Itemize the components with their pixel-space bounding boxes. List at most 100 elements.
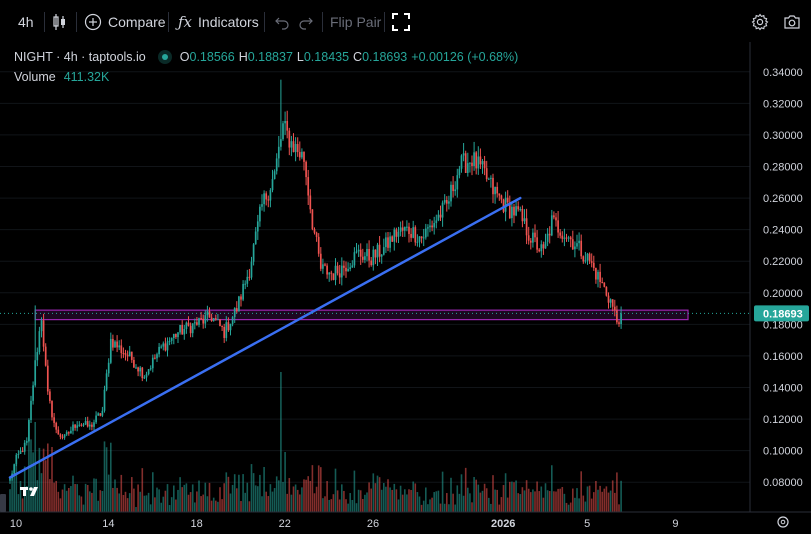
volume-bar (97, 500, 99, 512)
candle-body (487, 178, 490, 180)
volume-bar (620, 480, 622, 512)
candle-body (437, 214, 440, 221)
indicators-button[interactable]: ƒx Indicators (178, 10, 259, 34)
candle-body (613, 306, 616, 311)
chart-type-button[interactable] (52, 10, 68, 34)
volume-bar (181, 487, 183, 512)
candle-body (248, 276, 251, 278)
candle-body (506, 197, 509, 203)
volume-bar (114, 479, 116, 512)
candle-body (511, 206, 513, 219)
volume-bar (498, 504, 501, 512)
volume-bar (326, 481, 328, 512)
candle-body (592, 262, 595, 268)
redo-button[interactable] (298, 10, 314, 34)
toolbar-divider (168, 12, 169, 32)
last-price-tag (754, 305, 809, 322)
candle-body (435, 220, 438, 224)
snapshot-button[interactable] (783, 10, 801, 34)
candle-body (282, 123, 284, 140)
toolbar-divider (384, 12, 385, 32)
candle-body (448, 201, 450, 204)
candle-body (191, 323, 194, 334)
volume-bar (475, 479, 477, 512)
candle-body (59, 434, 62, 437)
volume-bar (179, 477, 181, 512)
volume-bar (229, 493, 232, 512)
volume-bar (416, 492, 419, 512)
volume-bar (244, 492, 246, 512)
candle-body (284, 120, 286, 124)
volume-bar (557, 488, 559, 512)
candle-body (490, 177, 492, 179)
volume-bar (61, 489, 64, 512)
candle-body (347, 268, 349, 272)
candle-body (70, 430, 72, 434)
candle-body (332, 273, 335, 280)
candle-body (204, 315, 207, 324)
candle-body (19, 450, 22, 455)
volume-bar (238, 474, 240, 512)
volume-bar (221, 499, 223, 512)
low-value: 0.18435 (303, 50, 350, 64)
volume-bar (152, 472, 154, 512)
candle-body (160, 346, 163, 348)
volume-bar (315, 486, 318, 512)
time-axis[interactable] (0, 512, 811, 534)
volume-bar (490, 503, 492, 512)
zone-rectangle[interactable] (34, 309, 689, 321)
candle-body (78, 424, 81, 426)
open-value: 0.18566 (189, 50, 235, 64)
volume-bar (597, 489, 599, 512)
symbol-title[interactable]: NIGHT · 4h · taptools.io (14, 50, 146, 64)
candle-body (149, 368, 152, 370)
trendline[interactable] (8, 196, 522, 479)
candle-body (256, 221, 259, 232)
volume-bar (454, 504, 456, 512)
candle-body (210, 317, 213, 321)
candle-body (322, 264, 324, 269)
price-tick-label: 0.28000 (763, 162, 803, 174)
settings-button[interactable] (751, 10, 769, 34)
candle-body (301, 151, 303, 158)
volume-bar (280, 372, 282, 512)
compare-button[interactable]: Compare (84, 10, 166, 34)
price-axis[interactable] (750, 42, 811, 534)
candle-body (538, 249, 541, 252)
volume-bar (561, 487, 564, 512)
volume-bar (555, 491, 557, 512)
candle-body (44, 346, 47, 366)
volume-bar (282, 481, 284, 512)
candle-body (225, 322, 228, 338)
flip-pair-button[interactable]: Flip Pair (330, 10, 381, 34)
candle-body (229, 324, 232, 331)
axis-settings-gear-icon[interactable] (777, 516, 789, 528)
candle-body (74, 424, 76, 428)
candle-body (128, 351, 131, 357)
volume-bar (210, 500, 213, 512)
volume-bar (263, 467, 265, 512)
volume-bar (19, 480, 22, 512)
candle-body (28, 419, 30, 442)
chart-grid (0, 71, 750, 483)
time-tick-label: 18 (190, 518, 202, 530)
candle-body (334, 265, 337, 280)
fullscreen-button[interactable] (392, 10, 410, 34)
interval-button[interactable]: 4h (18, 10, 34, 34)
trendline-segment[interactable] (8, 196, 522, 479)
volume-bar (565, 502, 568, 512)
scroll-left-handle[interactable] (0, 494, 6, 512)
volume-bar (462, 495, 465, 512)
volume-bar (63, 484, 66, 512)
undo-button[interactable] (274, 10, 290, 34)
volume-bar (599, 485, 601, 512)
candle-body (374, 249, 377, 258)
candle-body (105, 373, 108, 390)
toolbar-divider (76, 12, 77, 32)
volume-bar (385, 486, 387, 512)
volume-bar (437, 490, 440, 512)
candle-body (422, 237, 425, 239)
candle-body (345, 267, 347, 272)
volume-bar (131, 477, 133, 512)
